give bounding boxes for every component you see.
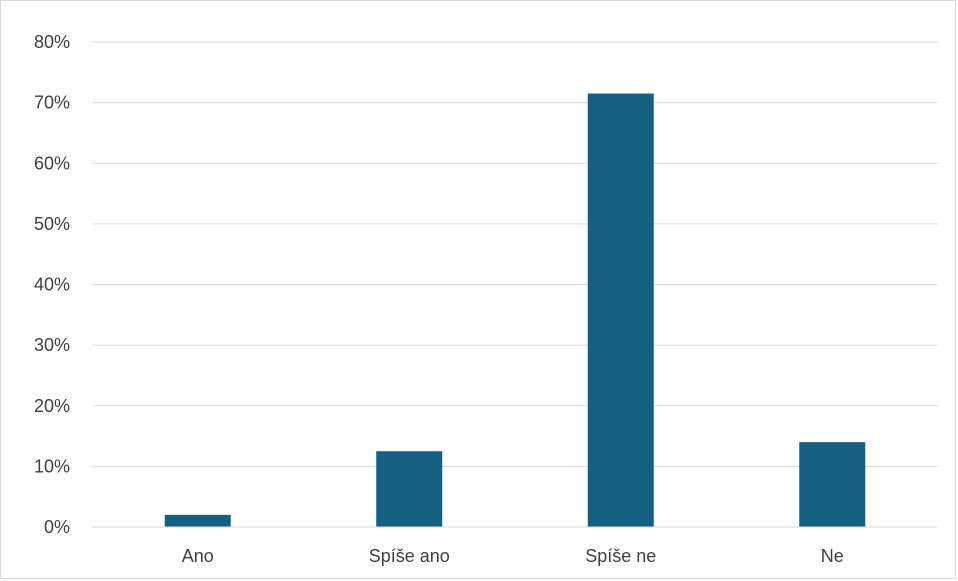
y-tick-label: 80% [34,32,70,52]
y-tick-label: 60% [34,153,70,173]
x-category-label: Spíše ano [369,546,450,566]
bar-spíše-ne [587,93,654,527]
y-tick-label: 50% [34,214,70,234]
gridlines [92,41,938,467]
bars [164,93,866,527]
y-tick-label: 0% [44,517,70,537]
y-tick-label: 10% [34,456,70,476]
bar-spíše-ano [376,451,443,527]
y-tick-label: 30% [34,335,70,355]
x-category-label: Ano [182,546,214,566]
y-tick-label: 70% [34,93,70,113]
bar-ano [164,514,231,527]
x-category-label: Spíše ne [585,546,656,566]
y-axis-tick-labels: 0% 10% 20% 30% 40% 50% 60% 70% 80% [34,32,70,537]
bar-ne [799,442,866,527]
x-axis-category-labels: Ano Spíše ano Spíše ne Ne [182,546,844,566]
y-tick-label: 40% [34,275,70,295]
x-category-label: Ne [821,546,844,566]
y-tick-label: 20% [34,396,70,416]
